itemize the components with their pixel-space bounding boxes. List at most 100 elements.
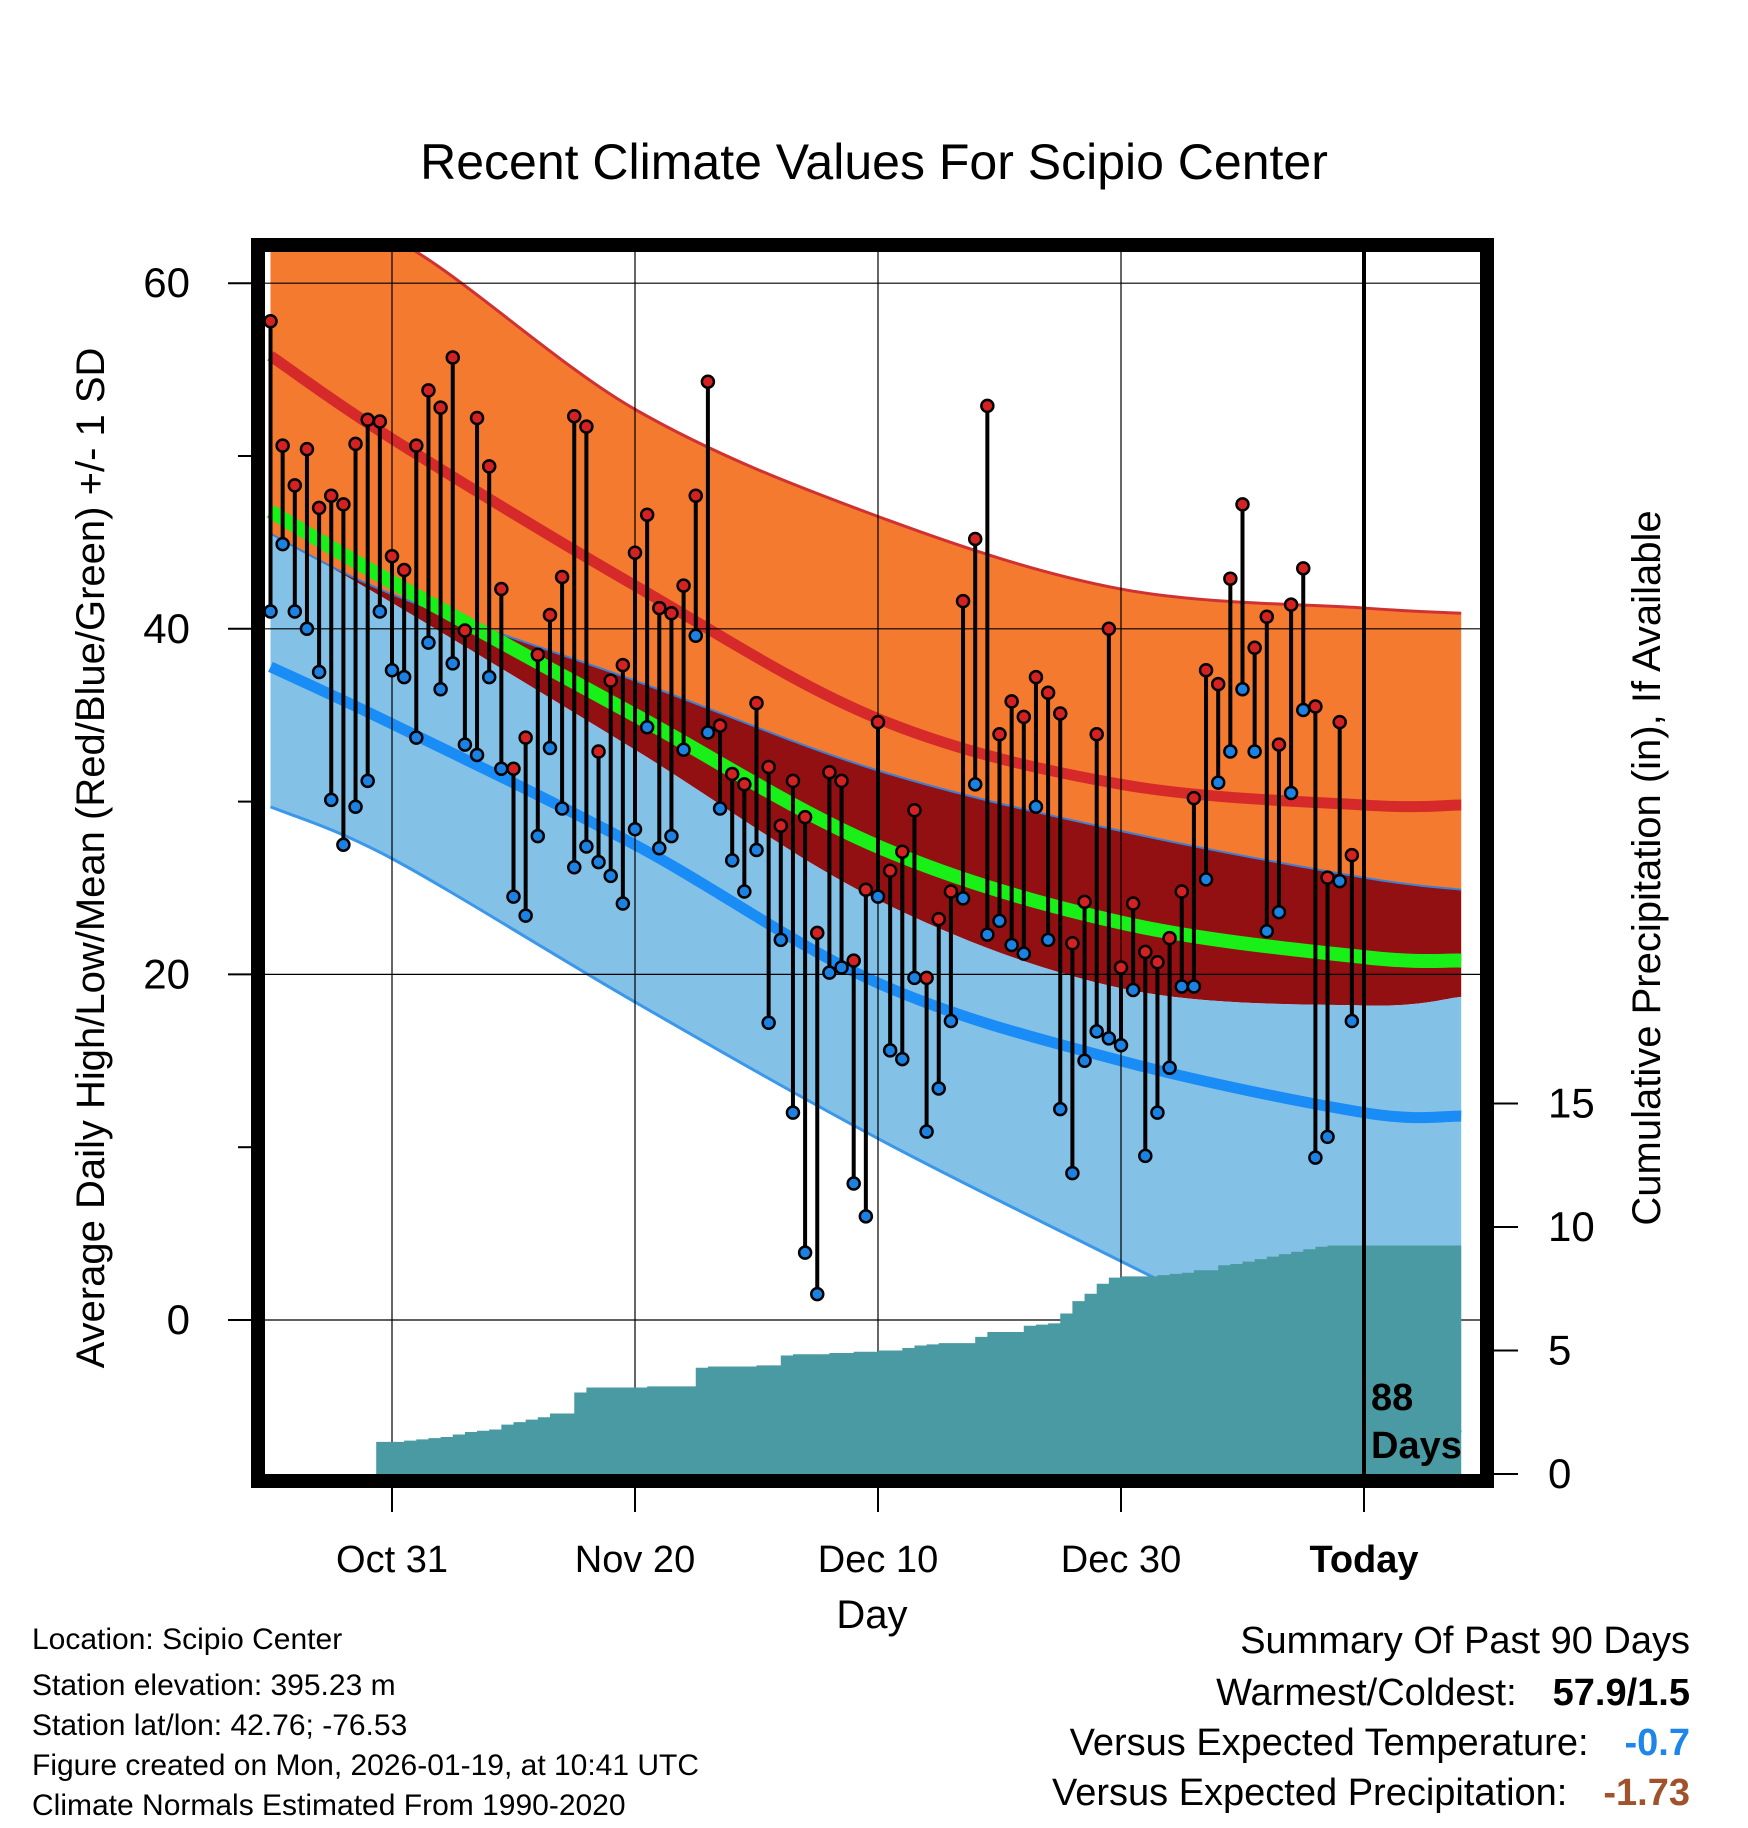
daily-high-point [858,882,874,897]
daily-low-point [469,747,485,763]
daily-high-point [275,438,290,453]
daily-high-point [1247,640,1262,656]
mean-sd-band [270,533,1462,1006]
daily-high-point [542,607,558,623]
daily-low-point [457,737,473,752]
daily-low-point [603,868,618,884]
daily-low-point [810,1286,825,1302]
daily-high-point [749,695,764,711]
daily-high-point [481,459,497,474]
daily-low-point [360,773,375,789]
daily-high-point [931,911,946,927]
daily-low-point [664,828,679,844]
daily-low-point [1113,1037,1129,1053]
today-days-number: 88 [1371,1377,1413,1419]
daily-high-point [1259,609,1275,624]
y-right-tick-label: 15 [1548,1080,1595,1127]
daily-high-point [591,744,606,759]
daily-high-point [615,657,631,673]
daily-low-point [372,604,388,619]
summary-warmest-label: Warmest/Coldest: [1216,1672,1517,1714]
chart-title: Recent Climate Values For Scipio Center [420,134,1328,190]
daily-low-point [591,854,606,870]
daily-high-point [1077,894,1092,910]
daily-high-point [457,623,473,638]
daily-high-point [664,605,679,621]
y-right-tick-label: 5 [1548,1327,1571,1374]
daily-high-point [1150,955,1165,970]
daily-high-point [324,488,339,503]
daily-high-point [494,581,509,597]
daily-high-point [810,925,825,941]
daily-high-point [265,313,278,329]
daily-high-point [506,761,521,777]
daily-low-point [1040,932,1056,948]
info-location: Location: Scipio Center [32,1623,343,1656]
x-axis-label: Day [836,1593,907,1637]
daily-low-point [518,908,533,923]
daily-low-point [882,1043,898,1058]
daily-low-point [919,1124,934,1139]
daily-low-point [324,792,339,808]
daily-low-point [579,839,594,854]
daily-low-point [822,965,837,980]
daily-low-point [846,1176,861,1191]
daily-high-point [299,441,315,457]
plot-frame [251,238,1494,1488]
daily-low-point [481,669,497,685]
daily-low-point [311,664,327,680]
daily-high-point [554,569,570,585]
daily-high-point [980,398,995,414]
daily-low-point [567,860,582,875]
x-tick-label: Dec 30 [1061,1539,1181,1581]
daily-high-point [652,600,667,616]
y-tick-label: 40 [143,605,190,652]
summary-heading: Summary Of Past 90 Days [1240,1620,1690,1662]
daily-low-point [1125,982,1141,998]
daily-high-point [1271,737,1287,752]
daily-high-point [992,726,1007,742]
daily-low-point [773,932,789,948]
normal-bands [266,252,1462,1434]
summary-precip: Versus Expected Precipitation: -1.73 [1052,1772,1690,1815]
daily-high-point [433,400,448,415]
summary-temp: Versus Expected Temperature: -0.7 [1070,1722,1690,1765]
daily-low-point [797,1245,813,1260]
daily-high-point [445,350,460,365]
daily-low-point [265,604,278,619]
daily-low-point [1077,1053,1092,1069]
daily-high-point [287,478,303,493]
mean-sd-upper-line [270,532,1462,891]
daily-low-point [1271,904,1287,920]
daily-low-point [967,777,983,792]
plot-border [251,238,1494,1488]
precipitation-area [368,1245,1462,1474]
normal-mean-line [266,505,1462,969]
daily-high-point [579,419,594,434]
y-right-tick-label: 0 [1548,1450,1571,1497]
daily-high-point [1332,714,1347,730]
daily-high-point [1053,706,1068,721]
daily-high-point [1028,669,1044,685]
daily-high-point [955,593,971,609]
daily-high-point [1186,790,1202,806]
daily-low-point [785,1105,801,1120]
x-tick-label: Nov 20 [575,1539,695,1581]
daily-high-point [943,884,959,899]
daily-high-point [967,531,983,547]
daily-high-point [639,507,655,523]
summary-warmest: Warmest/Coldest: 57.9/1.5 [1216,1672,1690,1715]
daily-high-point [1089,726,1104,742]
y-tick-label: 20 [143,950,190,997]
summary-temp-value: -0.7 [1624,1722,1690,1764]
daily-high-point [1320,870,1335,885]
daily-high-point [1235,497,1250,512]
daily-low-point [554,801,570,816]
daily-low-point [724,853,740,868]
today-days-unit: Days [1371,1425,1462,1467]
x-tick-label: Oct 31 [336,1539,448,1581]
daily-high-point [1344,847,1360,863]
daily-low-point [992,913,1007,929]
daily-low-point [1101,1031,1117,1046]
daily-low-point [870,889,886,904]
